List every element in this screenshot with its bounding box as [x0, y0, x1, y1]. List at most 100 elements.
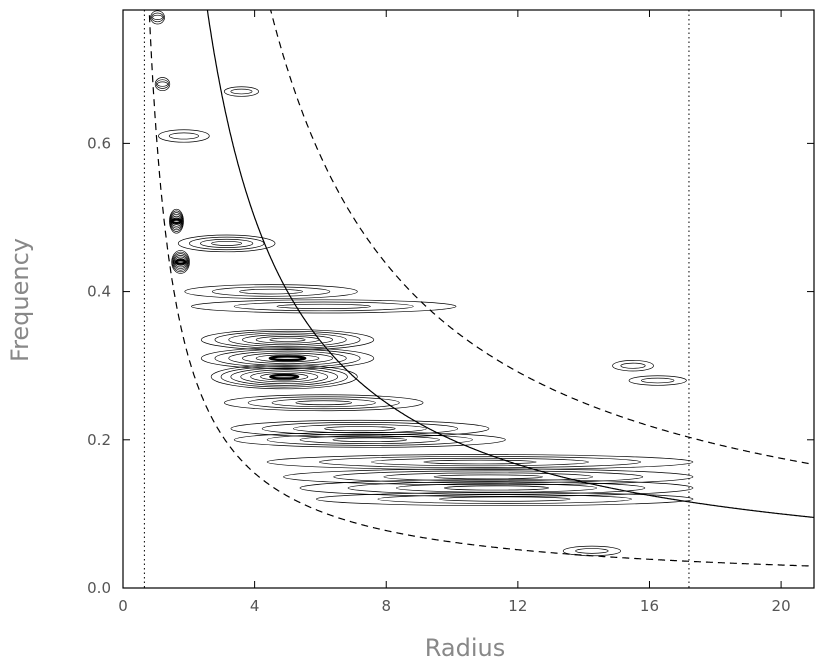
dispersion-curves [148, 10, 814, 567]
contour-level [423, 459, 537, 465]
contour-level [268, 355, 307, 362]
x-tick-label: 0 [118, 597, 128, 615]
contour-level [250, 371, 319, 383]
contour-level [266, 454, 694, 470]
contour-feature [169, 208, 184, 234]
contour-level [299, 479, 694, 497]
contour-level [228, 332, 347, 347]
contour-level [261, 422, 459, 436]
contour-feature [200, 347, 375, 370]
contour-level [214, 349, 361, 368]
contour-level [169, 208, 184, 234]
contour-feature [299, 479, 694, 497]
x-tick-label: 8 [381, 597, 391, 615]
contour-level [233, 301, 414, 312]
contour-level [299, 435, 440, 444]
contour-level [200, 238, 254, 248]
contour-level [151, 12, 164, 23]
contour-level [174, 259, 187, 265]
contour-level [242, 352, 333, 364]
y-tick-label: 0.6 [87, 134, 111, 152]
contour-level [200, 329, 375, 351]
contour-level [347, 481, 646, 495]
contour-level [628, 375, 687, 386]
contour-level [214, 330, 361, 349]
contour-feature [628, 375, 687, 386]
contour-level [174, 256, 188, 268]
contour-level [184, 284, 358, 299]
contour-level [269, 337, 306, 342]
contour-layer [150, 10, 694, 557]
contour-level [562, 545, 621, 557]
dashed-curve [148, 10, 814, 567]
contour-level [247, 396, 400, 410]
contour-level [171, 250, 190, 274]
contour-level [233, 431, 506, 448]
contour-feature [191, 299, 457, 314]
contour-level [170, 212, 183, 231]
contour-feature [154, 77, 171, 92]
contour-level [172, 253, 189, 271]
contour-feature [223, 394, 424, 412]
contour-level [377, 494, 632, 504]
contour-level [318, 456, 642, 468]
x-tick-label: 12 [508, 597, 527, 615]
dashed-curve [269, 10, 814, 465]
contour-level [433, 474, 543, 480]
contour-feature [184, 284, 358, 299]
contour-level [230, 367, 338, 386]
contour-level [444, 485, 549, 491]
contour-level [211, 240, 243, 246]
contour-level [154, 77, 171, 92]
solid-curve [206, 10, 814, 518]
contour-level [155, 79, 170, 89]
contour-level [170, 218, 183, 225]
contour-level [191, 299, 457, 314]
contour-level [152, 14, 163, 20]
axis-ticks: 0 4 8 12 16 20 0.0 0.2 0.4 0.6 [87, 10, 814, 615]
contour-feature [158, 129, 210, 143]
contour-level [169, 210, 184, 232]
contour-level [223, 86, 260, 97]
contour-level [266, 433, 473, 446]
x-tick-label: 16 [640, 597, 659, 615]
contour-level [158, 129, 210, 143]
contour-level [575, 548, 609, 554]
contour-level [211, 286, 331, 297]
contour-level [230, 419, 490, 438]
contour-level [168, 132, 199, 140]
contour-level [240, 369, 329, 385]
contour-level [333, 470, 644, 484]
contour-level [332, 437, 408, 443]
contour-level [170, 213, 183, 229]
contour-level [172, 251, 190, 273]
contour-feature [171, 250, 190, 274]
contour-level [271, 398, 376, 408]
contour-feature [316, 492, 694, 507]
x-axis-title: Radius [425, 634, 505, 662]
contour-level [295, 400, 352, 406]
contour-level [641, 377, 675, 384]
contour-feature [612, 360, 654, 372]
x-tick-label: 20 [772, 597, 791, 615]
contour-level [150, 10, 165, 25]
x-tick-label: 4 [250, 597, 260, 615]
contour-level [316, 492, 694, 507]
contour-level [230, 88, 253, 95]
contour-feature [200, 329, 375, 351]
contour-level [260, 373, 309, 381]
contour-level [383, 472, 593, 482]
contour-level [220, 366, 348, 388]
contour-level [438, 496, 571, 502]
contour-level [228, 350, 347, 366]
contour-level [612, 360, 654, 372]
y-axis-title: Frequency [6, 238, 34, 362]
contour-level [276, 303, 371, 309]
contour-level [293, 424, 427, 434]
contour-level [157, 81, 168, 87]
contour-level [223, 394, 424, 412]
contour-level [200, 347, 375, 370]
contour-feature [283, 468, 694, 486]
contour-feature [210, 364, 358, 390]
